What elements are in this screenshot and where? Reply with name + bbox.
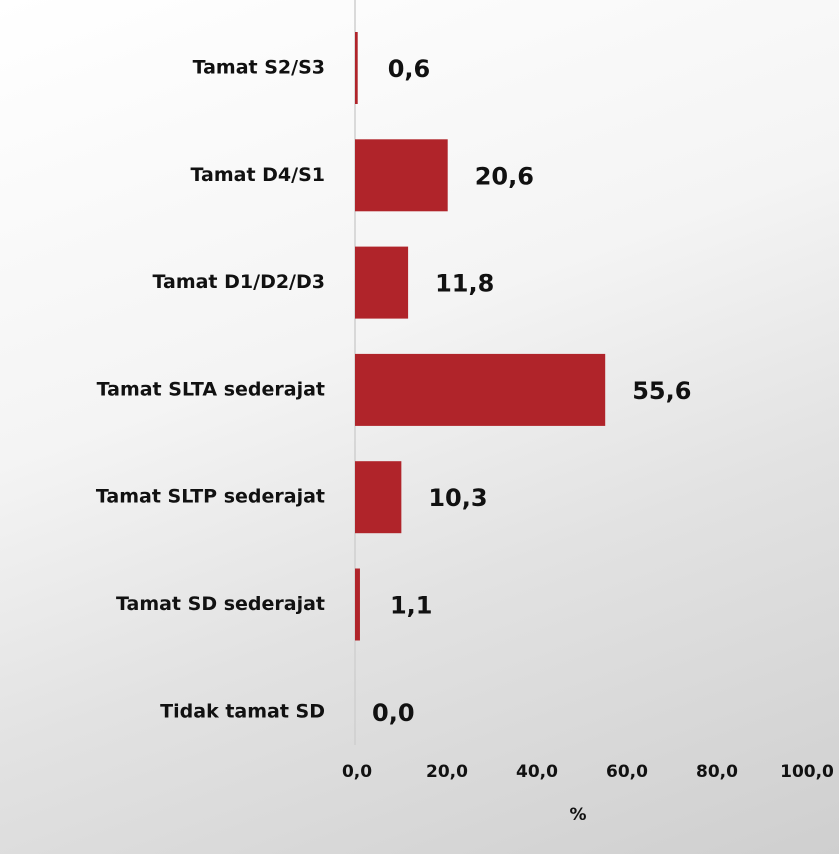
y-tick-label: Tamat D4/S1 [191, 164, 325, 186]
value-label: 55,6 [632, 377, 691, 405]
y-tick-label: Tamat SLTP sederajat [96, 486, 325, 508]
y-tick-label: Tamat D1/D2/D3 [152, 271, 325, 293]
x-tick-label: 40,0 [516, 762, 558, 782]
bar [355, 246, 409, 319]
x-tick-label: 80,0 [696, 762, 738, 782]
x-tick-label: 100,0 [780, 762, 834, 782]
bar [355, 139, 448, 212]
x-tick-label: 20,0 [426, 762, 468, 782]
x-tick-label: 0,0 [342, 762, 372, 782]
value-label: 0,6 [388, 55, 431, 83]
y-tick-label: Tamat SLTA sederajat [97, 378, 325, 400]
value-label: 11,8 [435, 270, 494, 298]
value-label: 1,1 [390, 592, 433, 620]
value-label: 20,6 [475, 162, 534, 190]
bar [355, 461, 402, 534]
x-tick-label: 60,0 [606, 762, 648, 782]
value-label: 0,0 [372, 699, 415, 727]
bar [355, 353, 606, 426]
bar [355, 32, 358, 104]
y-tick-label: Tidak tamat SD [160, 700, 325, 722]
y-tick-label: Tamat SD sederajat [116, 593, 325, 615]
y-tick-label: Tamat S2/S3 [193, 57, 325, 79]
value-label: 10,3 [428, 484, 487, 512]
bar [355, 568, 360, 641]
x-axis-label: % [569, 805, 586, 825]
